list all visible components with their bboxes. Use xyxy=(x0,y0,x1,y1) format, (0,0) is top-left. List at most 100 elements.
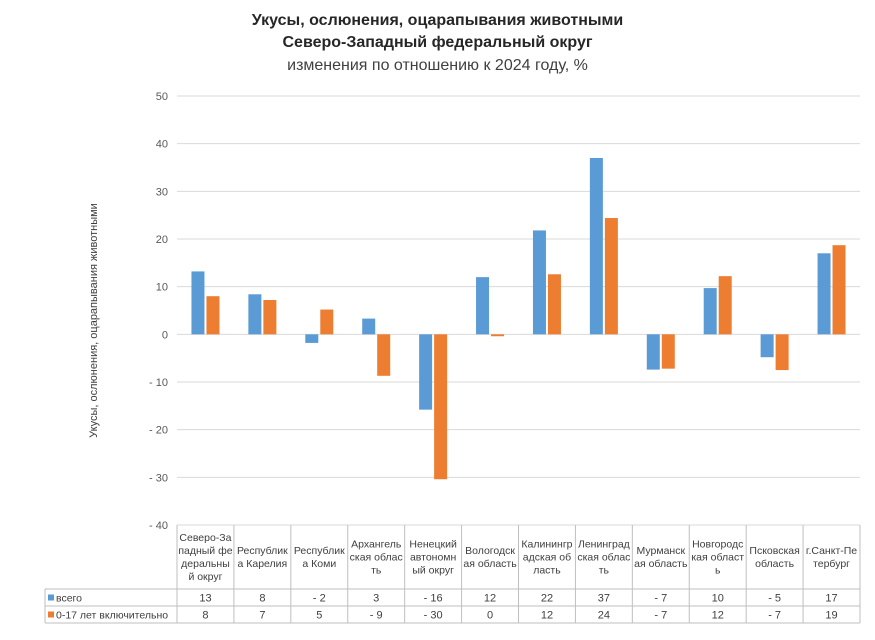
bar-total xyxy=(817,253,831,335)
y-tick-label: 40 xyxy=(156,139,168,151)
bar-total xyxy=(248,294,262,335)
bar-total xyxy=(589,157,603,335)
x-category-label: ый округ xyxy=(412,565,454,577)
data-table-value: 5 xyxy=(316,610,322,622)
y-tick-label: 30 xyxy=(156,186,168,198)
data-table-value: - 30 xyxy=(424,610,443,622)
x-category-label: кая област xyxy=(691,552,744,564)
x-category-label: ть xyxy=(371,565,382,577)
y-tick-label: 20 xyxy=(156,234,168,246)
bar-children xyxy=(775,334,789,371)
bar-total xyxy=(305,334,319,343)
x-category-label: ская облас xyxy=(350,552,403,564)
x-category-label: г.Санкт-Пе xyxy=(806,545,857,557)
bar-total xyxy=(532,230,546,335)
bar-total xyxy=(419,334,433,410)
x-category-label: Псковская xyxy=(749,545,799,557)
x-category-label: автономн xyxy=(410,552,457,564)
bar-children xyxy=(377,334,391,376)
bar-children xyxy=(661,334,675,369)
data-table-value: 24 xyxy=(598,610,610,622)
bar-children xyxy=(206,296,220,335)
data-table-value: 12 xyxy=(484,593,496,605)
x-category-label: ая область xyxy=(463,558,517,570)
data-table-value: 13 xyxy=(199,593,211,605)
legend-label: 0-17 лет включительно xyxy=(56,610,168,622)
x-category-label: Вологодск xyxy=(465,545,515,557)
bar-children xyxy=(547,274,561,335)
bar-total xyxy=(476,277,490,335)
bar-total xyxy=(703,288,717,335)
y-tick-label: - 10 xyxy=(149,377,168,389)
data-table-value: 19 xyxy=(825,610,837,622)
data-table-value: 8 xyxy=(202,610,208,622)
chart-title: Укусы, ослюнения, оцарапывания животными xyxy=(251,12,624,29)
x-category-label: тербург xyxy=(813,558,850,570)
data-table-value: 37 xyxy=(598,593,610,605)
x-category-label: ть xyxy=(599,565,610,577)
data-table-value: 0 xyxy=(487,610,493,622)
y-tick-label: - 30 xyxy=(149,472,168,484)
x-category-label: Ленинград xyxy=(578,539,630,551)
y-tick-label: 50 xyxy=(156,91,168,103)
x-category-label: ская облас xyxy=(577,552,630,564)
y-tick-label: 10 xyxy=(156,282,168,294)
x-category-label: Ненецкий xyxy=(409,539,457,551)
bar-total xyxy=(191,271,205,335)
x-category-label: падный фе xyxy=(178,545,232,557)
bar-total xyxy=(760,334,774,358)
data-table-value: - 7 xyxy=(654,593,667,605)
bar-children xyxy=(832,245,846,335)
data-table-value: 12 xyxy=(712,610,724,622)
x-category-label: Республик xyxy=(294,545,345,557)
y-tick-label: 0 xyxy=(162,329,168,341)
data-table-value: - 7 xyxy=(654,610,667,622)
data-table-value: - 5 xyxy=(768,593,781,605)
x-category-label: деральны xyxy=(181,558,230,570)
data-table-value: 10 xyxy=(712,593,724,605)
y-tick-label: - 20 xyxy=(149,425,168,437)
x-category-label: ласть xyxy=(533,565,561,577)
data-table-value: 17 xyxy=(825,593,837,605)
chart-subtitle-2: изменения по отношению к 2024 году, % xyxy=(287,57,588,74)
legend-key-total xyxy=(48,594,54,601)
y-axis-label: Укусы, ослюнения, оцарапывания животными xyxy=(88,203,100,438)
y-tick-label: - 40 xyxy=(149,520,168,532)
data-table-value: - 7 xyxy=(768,610,781,622)
x-category-label: ая область xyxy=(634,558,688,570)
chart-title-block: Укусы, ослюнения, оцарапывания животными… xyxy=(0,10,875,78)
bar-children xyxy=(320,309,334,335)
x-category-label: адская об xyxy=(523,552,571,564)
x-category-label: а Карелия xyxy=(238,558,288,570)
data-table-value: - 9 xyxy=(370,610,383,622)
x-category-label: ь xyxy=(715,565,721,577)
bar-total xyxy=(646,334,660,370)
x-category-label: й округ xyxy=(188,571,222,583)
bar-total xyxy=(362,318,376,335)
x-category-label: Республик xyxy=(237,545,288,557)
x-category-label: а Коми xyxy=(302,558,336,570)
data-table-value: 7 xyxy=(259,610,265,622)
legend-label: всего xyxy=(56,593,82,605)
data-table-value: 12 xyxy=(541,610,553,622)
bar-children xyxy=(718,276,732,335)
bar-children xyxy=(263,300,277,335)
data-table-value: - 16 xyxy=(424,593,443,605)
data-table-value: 8 xyxy=(259,593,265,605)
data-table-value: 3 xyxy=(373,593,379,605)
legend-key-children xyxy=(48,611,54,618)
x-category-label: область xyxy=(755,558,794,570)
chart-subtitle: Северо-Западный федеральный округ xyxy=(282,34,593,51)
x-category-label: Калинингр xyxy=(521,539,572,551)
data-table-value: 22 xyxy=(541,593,553,605)
bar-children xyxy=(491,334,505,337)
x-category-label: Мурманск xyxy=(637,545,686,557)
bar-children xyxy=(434,334,448,480)
x-category-label: Новгородс xyxy=(692,539,743,551)
x-category-label: Северо-За xyxy=(179,532,231,544)
x-category-label: Архангель xyxy=(351,539,402,551)
bar-children xyxy=(604,218,618,335)
data-table-value: - 2 xyxy=(313,593,326,605)
